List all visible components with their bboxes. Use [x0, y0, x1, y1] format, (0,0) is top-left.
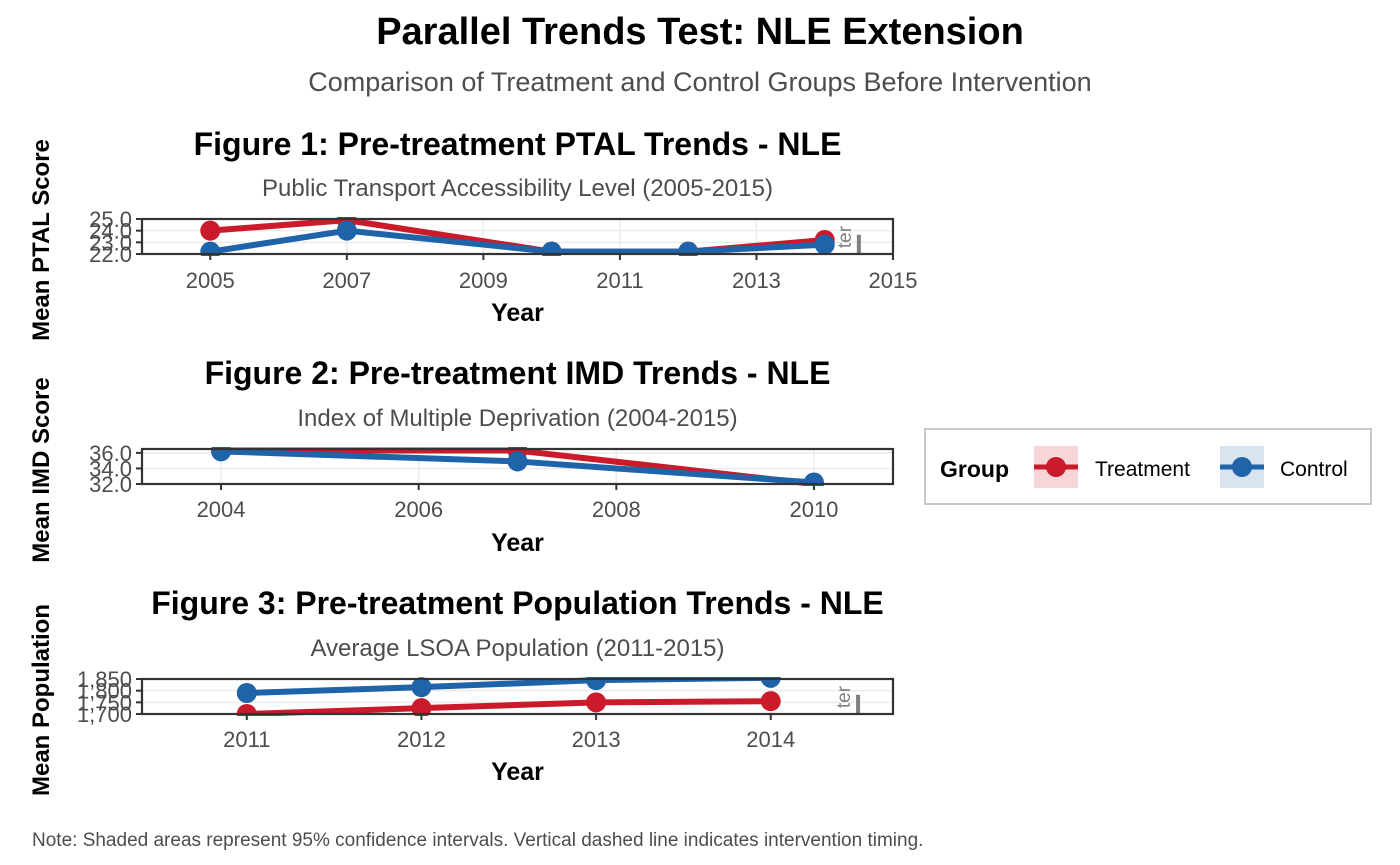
x-tick-label: 2008 — [592, 497, 641, 522]
x-tick-label: 2005 — [186, 268, 235, 293]
x-tick-label: 2009 — [459, 268, 508, 293]
figure-subtitle: Comparison of Treatment and Control Grou… — [308, 67, 1091, 97]
y-tick-label: 1,850 — [77, 667, 132, 692]
ylabel-imd: Mean IMD Score — [28, 377, 55, 562]
y-tick-label: 24.0 — [89, 219, 132, 244]
x-tick-label: 2010 — [789, 497, 838, 522]
x-tick-label: 2013 — [572, 727, 621, 752]
x-tick-label: 2015 — [869, 268, 918, 293]
data-point-control — [200, 241, 221, 256]
panel-title-imd: Figure 2: Pre-treatment IMD Trends - NLE — [205, 355, 831, 391]
legend-title: Group — [940, 456, 1009, 482]
panel-subtitle-population: Average LSOA Population (2011-2015) — [310, 635, 724, 662]
x-tick-label: 2004 — [197, 497, 246, 522]
y-tick-label: 34.0 — [89, 456, 132, 481]
panel-title-ptal: Figure 1: Pre-treatment PTAL Trends - NL… — [194, 126, 842, 162]
y-tick-label: 23.0 — [89, 230, 132, 255]
data-point-control — [541, 241, 562, 256]
x-tick-label: 2007 — [322, 268, 371, 293]
legend-label-treatment: Treatment — [1095, 458, 1190, 481]
y-tick-label: 1,700 — [77, 702, 132, 727]
panel-border — [140, 447, 895, 486]
panel-border — [140, 677, 895, 716]
x-axis-label-ptal: Year — [491, 299, 544, 327]
data-point-control — [336, 220, 357, 241]
data-point-control — [211, 447, 232, 462]
series-line-treatment — [246, 698, 771, 716]
legend: Group Treatment Control — [924, 428, 1372, 505]
legend-key-control-point — [1232, 457, 1252, 477]
y-tick-label: 1,800 — [77, 679, 132, 704]
intervention-label: ter — [835, 225, 856, 248]
panel-1: Figure 1: Pre-treatment PTAL Trends - NL… — [89, 126, 917, 327]
ylabel-population: Mean Population — [28, 604, 55, 796]
data-point-control — [678, 241, 699, 256]
panel-subtitle-imd: Index of Multiple Deprivation (2004-2015… — [297, 405, 737, 432]
panel-title-population: Figure 3: Pre-treatment Population Trend… — [151, 585, 884, 621]
y-tick-label: 36.0 — [89, 441, 132, 466]
x-tick-label: 2012 — [397, 727, 446, 752]
x-tick-label: 2006 — [394, 497, 443, 522]
y-tick-label: 1,750 — [77, 690, 132, 715]
data-point-control — [760, 677, 781, 688]
data-point-treatment — [411, 698, 432, 716]
x-tick-label: 2011 — [596, 268, 643, 293]
data-point-control — [236, 683, 257, 703]
intervention-label: ter — [834, 685, 855, 708]
y-tick-label: 22.0 — [89, 242, 132, 267]
x-axis-label-population: Year — [491, 758, 544, 786]
data-point-control — [507, 451, 528, 472]
panel-2: Figure 2: Pre-treatment IMD Trends - NLE… — [89, 355, 895, 557]
y-tick-label: 25.0 — [89, 207, 132, 232]
plot-area-ptal — [200, 217, 835, 256]
figure-title: Parallel Trends Test: NLE Extension — [376, 11, 1024, 53]
data-point-treatment — [586, 692, 607, 713]
legend-key-treatment-point — [1046, 457, 1066, 477]
data-point-control — [586, 677, 607, 691]
y-tick-label: 32.0 — [89, 472, 132, 497]
data-point-control — [411, 677, 432, 698]
panel-border — [140, 217, 895, 256]
data-point-control — [814, 234, 835, 255]
legend-label-control: Control — [1280, 458, 1348, 481]
x-tick-label: 2014 — [746, 727, 795, 752]
x-tick-label: 2013 — [732, 268, 781, 293]
caption: Note: Shaded areas represent 95% confide… — [32, 830, 923, 851]
legend-box — [924, 428, 1372, 505]
data-point-control — [803, 472, 824, 486]
data-point-treatment — [760, 691, 781, 712]
ylabel-ptal: Mean PTAL Score — [28, 139, 55, 341]
plot-area-imd — [211, 447, 824, 486]
panel-subtitle-ptal: Public Transport Accessibility Level (20… — [262, 175, 773, 202]
x-tick-label: 2011 — [223, 727, 270, 752]
x-axis-label-imd: Year — [491, 529, 544, 557]
panel-3: Figure 3: Pre-treatment Population Trend… — [77, 585, 895, 786]
data-point-treatment — [200, 220, 221, 241]
